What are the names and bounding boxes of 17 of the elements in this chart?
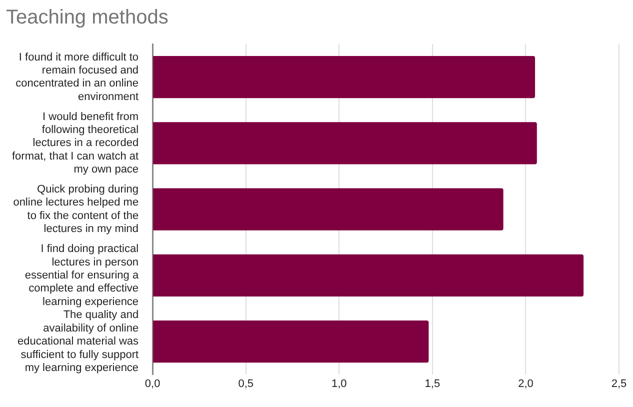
x-tick-label: 1,5	[424, 378, 440, 390]
x-tick-label: 0,0	[144, 378, 160, 390]
y-tick-label: Quick probing during online lectures helped me to fix the content of the lectures in my mind	[13, 184, 139, 236]
bar	[153, 122, 537, 164]
x-tick-label: 2,5	[611, 378, 627, 390]
y-tick-label: I find doing practical lectures in person essential for ensuring a complete and effective learning experience	[24, 243, 140, 308]
bar	[153, 56, 536, 98]
y-tick-label: I would benefit from following theoretical lectures in a recorded format, that I can watch at my own pace	[12, 110, 139, 176]
x-tick-label: 1,0	[331, 378, 347, 390]
y-tick-label: I found it more difficult to remain focused and concentrated in an online environment	[16, 51, 139, 103]
bar	[153, 254, 584, 296]
x-tick-label: 0,5	[238, 378, 254, 390]
y-tick-label: The quality and availability of online educational material was sufficient to fully support my learning experience	[17, 309, 140, 374]
chart-title: Teaching methods	[6, 6, 168, 29]
x-tick-label: 2,0	[518, 378, 534, 390]
bar	[153, 188, 504, 230]
bar	[153, 320, 429, 363]
